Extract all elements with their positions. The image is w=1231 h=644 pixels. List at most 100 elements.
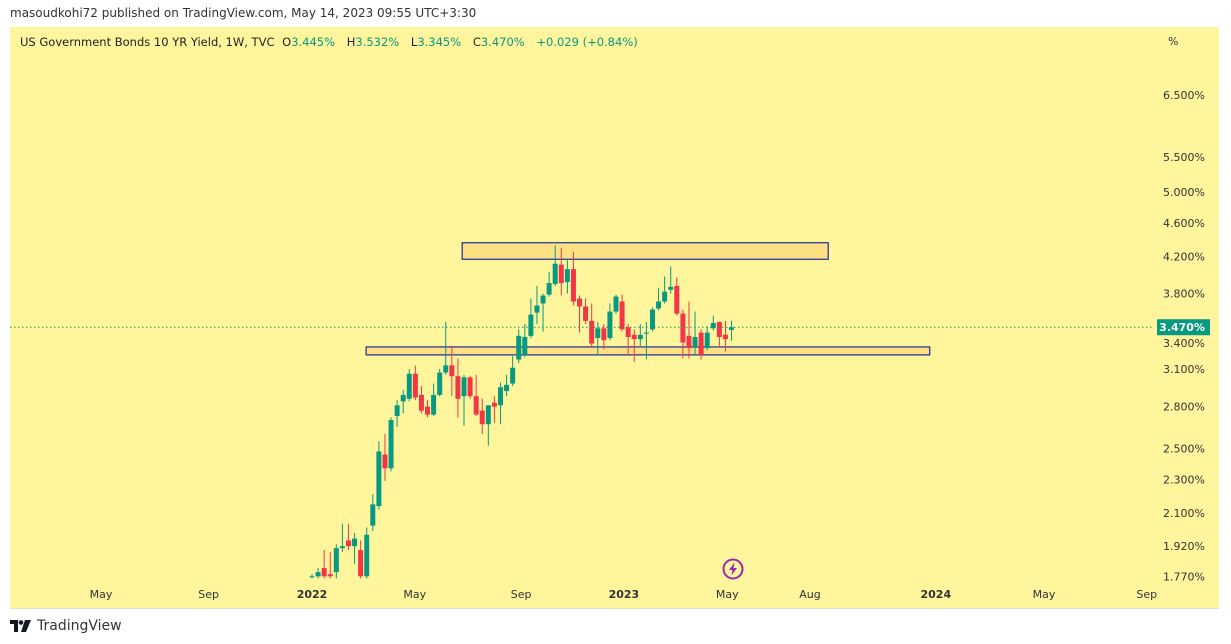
candle-up xyxy=(376,451,382,507)
candle-down xyxy=(619,301,625,330)
symbol-title: US Government Bonds 10 YR Yield, 1W, TVC xyxy=(20,35,275,49)
candle-up xyxy=(729,327,735,330)
price-axis-label: 4.200% xyxy=(1163,251,1205,264)
chart-panel[interactable] xyxy=(10,27,1219,609)
candle-up xyxy=(364,534,370,577)
publish-info: masoudkohi72 published on TradingView.co… xyxy=(10,6,477,20)
candle-down xyxy=(358,550,364,577)
tradingview-logo-icon xyxy=(10,620,31,632)
candle-up xyxy=(528,314,534,336)
candle-down xyxy=(680,313,686,343)
price-axis-label: 6.500% xyxy=(1163,89,1205,102)
time-axis-label: Sep xyxy=(511,588,532,601)
candle-up xyxy=(485,405,491,425)
candle-up xyxy=(370,504,376,526)
time-axis-label: Aug xyxy=(799,588,820,601)
candle-up xyxy=(443,365,449,373)
price-axis-label: 4.600% xyxy=(1163,217,1205,230)
price-axis-label: 2.300% xyxy=(1163,473,1205,486)
price-axis-label: 3.100% xyxy=(1163,363,1205,376)
last-price-badge xyxy=(1157,319,1210,336)
time-axis-label: 2024 xyxy=(920,588,951,601)
high-value: 3.532% xyxy=(355,35,400,49)
time-axis-label: May xyxy=(716,588,739,601)
candle-up xyxy=(546,283,552,295)
change-value: +0.029 (+0.84%) xyxy=(536,35,638,49)
price-axis-label: 2.500% xyxy=(1163,443,1205,456)
candle-up xyxy=(315,572,321,577)
candle-up xyxy=(540,295,546,304)
candle-up xyxy=(662,291,668,302)
candle-up xyxy=(656,301,662,309)
time-axis-label: 2022 xyxy=(297,588,328,601)
footer-brand[interactable]: TradingView xyxy=(10,618,122,634)
candle-down xyxy=(558,264,564,284)
candle-up xyxy=(692,336,698,347)
candle-up xyxy=(431,394,437,415)
price-axis-label: 2.100% xyxy=(1163,507,1205,520)
candle-down xyxy=(321,568,327,577)
candle-up xyxy=(333,548,339,573)
candle-up xyxy=(504,384,510,392)
price-axis-label: 3.400% xyxy=(1163,337,1205,350)
candle-up xyxy=(710,322,716,329)
candle-down xyxy=(382,454,388,469)
candle-up xyxy=(637,334,643,340)
candle-up xyxy=(613,296,619,312)
candle-up xyxy=(522,336,528,355)
price-unit-label[interactable]: % xyxy=(1168,35,1179,48)
candle-down xyxy=(345,540,351,547)
candle-up xyxy=(394,405,400,416)
candle-down xyxy=(418,394,424,411)
candle-up xyxy=(352,538,358,547)
candle-up xyxy=(406,373,412,399)
time-axis-label: May xyxy=(90,588,113,601)
candle-down xyxy=(625,327,631,337)
range-box-0[interactable] xyxy=(461,242,829,260)
open-value: 3.445% xyxy=(291,35,336,49)
candle-up xyxy=(607,311,613,339)
candle-down xyxy=(467,377,473,397)
candle-down xyxy=(570,269,576,302)
candle-up xyxy=(400,394,406,402)
open-label: O xyxy=(282,35,292,49)
candle-up xyxy=(339,546,345,549)
candle-down xyxy=(674,285,680,314)
range-box-1[interactable] xyxy=(365,346,931,356)
candle-up xyxy=(649,309,655,330)
candle-up xyxy=(497,387,503,406)
candle-up xyxy=(534,305,540,313)
time-axis-label: 2023 xyxy=(609,588,640,601)
symbol-legend: US Government Bonds 10 YR Yield, 1W, TVC… xyxy=(20,35,642,49)
candle-down xyxy=(722,334,728,340)
high-label: H xyxy=(346,35,356,49)
candle-down xyxy=(601,328,607,341)
price-axis-label: 3.800% xyxy=(1163,288,1205,301)
candle-down xyxy=(412,373,418,398)
candle-up xyxy=(388,420,394,469)
candle-up xyxy=(595,328,601,339)
low-value: 3.345% xyxy=(417,35,462,49)
candle-down xyxy=(716,321,722,337)
brand-name: TradingView xyxy=(37,618,122,634)
candle-down xyxy=(473,396,479,415)
candle-up xyxy=(552,263,558,285)
time-axis-label: May xyxy=(1033,588,1056,601)
candle-up xyxy=(510,367,516,384)
candle-down xyxy=(425,406,431,415)
candle-up xyxy=(668,286,674,290)
candle-up xyxy=(564,269,570,283)
lightning-event-icon[interactable] xyxy=(722,558,744,580)
candle-down xyxy=(327,574,333,577)
candle-up xyxy=(461,377,467,397)
candle-down xyxy=(491,402,497,407)
candle-down xyxy=(449,365,455,377)
candle-up xyxy=(309,576,315,578)
candle-up xyxy=(704,332,710,349)
candle-down xyxy=(698,332,704,355)
candle-down xyxy=(577,298,583,307)
price-axis-label: 1.920% xyxy=(1163,540,1205,553)
candle-down xyxy=(455,376,461,399)
candle-down xyxy=(479,410,485,425)
